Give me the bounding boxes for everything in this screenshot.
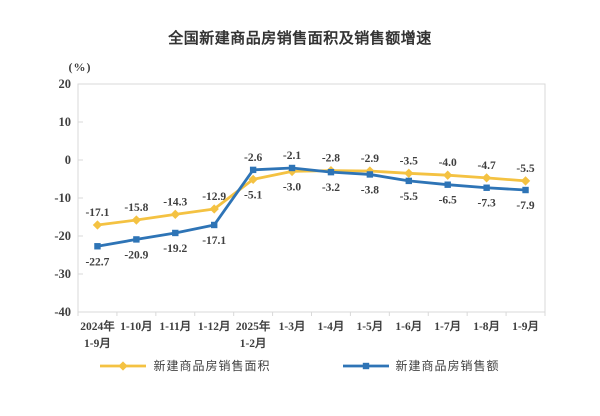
data-point-label: -5.1 <box>244 189 262 201</box>
sales-amount-line-icon <box>342 362 389 369</box>
legend-item-sales-area: 新建商品房销售面积 <box>100 357 270 374</box>
x-tick-label: 1-11月 <box>159 320 191 333</box>
series-line-sales-amount <box>97 166 526 248</box>
data-point-label: -6.5 <box>439 195 457 207</box>
legend-label-sales-area: 新建商品房销售面积 <box>153 359 271 373</box>
data-point-marker <box>211 221 218 229</box>
data-point-marker <box>92 220 103 230</box>
data-point-label: -4.0 <box>439 157 457 169</box>
y-tick-label: -10 <box>54 191 71 205</box>
x-tick-label: 1-9月 <box>512 320 539 333</box>
data-point-label: -3.0 <box>283 181 301 193</box>
data-point-marker <box>483 184 490 191</box>
data-point-marker <box>443 170 453 180</box>
plot-area: (%) 20 10 0 -10 -20 -30 -40 2024年 1-9月 1-10月 1-11月 1… <box>54 60 546 350</box>
x-tick-label: 1-8月 <box>473 320 500 333</box>
data-point-marker <box>209 204 219 214</box>
data-point-label: -17.1 <box>202 235 226 247</box>
chart-title: 全国新建商品房销售面积及销售额增速 <box>168 30 432 47</box>
data-point-label: -7.3 <box>478 198 496 210</box>
data-point-marker <box>366 171 374 178</box>
x-tick-label: 1-12月 <box>198 320 231 333</box>
data-point-label: -22.7 <box>85 256 109 268</box>
x-tick-label: 1-4月 <box>318 320 345 333</box>
data-point-label: -17.1 <box>85 207 109 219</box>
data-point-marker <box>288 164 296 172</box>
data-point-marker <box>405 177 412 185</box>
data-point-label: -12.9 <box>202 191 226 203</box>
data-point-marker <box>522 186 529 194</box>
x-tick-label: 1-2月 <box>240 337 267 350</box>
data-point-marker <box>248 174 258 185</box>
x-tick-label: 1-5月 <box>356 320 383 333</box>
y-tick-label: -40 <box>54 305 71 319</box>
legend-item-sales-amount: 新建商品房销售额 <box>342 357 500 374</box>
data-point-label: -7.9 <box>516 200 534 212</box>
data-point-label: -2.9 <box>361 153 379 165</box>
x-tick-label: 1-3月 <box>279 320 306 333</box>
x-tick-label: 2025年 <box>236 319 271 333</box>
y-tick-label: -20 <box>54 229 71 243</box>
data-point-marker <box>133 236 140 243</box>
data-point-marker <box>170 209 180 220</box>
data-point-label: -15.8 <box>124 202 148 214</box>
data-point-marker <box>94 243 101 250</box>
data-point-label: -4.7 <box>478 160 496 172</box>
data-point-label: -2.1 <box>283 150 301 162</box>
y-tick-label: 10 <box>59 115 72 129</box>
data-point-marker <box>249 166 257 174</box>
data-point-label: -19.2 <box>163 243 187 255</box>
data-point-label: -3.2 <box>322 182 340 194</box>
unit-label: (%) <box>69 60 92 74</box>
x-tick-label: 2024年 <box>80 319 115 333</box>
data-point-marker <box>520 176 531 186</box>
data-point-marker <box>404 168 414 178</box>
y-tick-label: 20 <box>59 77 72 91</box>
data-point-label: -5.5 <box>516 163 534 175</box>
data-point-label: -3.8 <box>361 184 379 196</box>
data-point-marker <box>327 168 335 176</box>
x-tick-label: 1-7月 <box>434 320 461 333</box>
data-point-label: -2.8 <box>322 153 340 165</box>
series-line-sales-area <box>97 169 526 227</box>
legend-label-sales-amount: 新建商品房销售额 <box>395 359 500 373</box>
chart-legend: 新建商品房销售面积 新建商品房销售额 <box>0 357 600 374</box>
data-point-label: -20.9 <box>124 249 148 261</box>
y-tick-label: 0 <box>65 153 71 167</box>
x-tick-label: 1-9月 <box>84 337 111 350</box>
y-tick-label: -30 <box>54 267 71 281</box>
x-tick-label: 1-6月 <box>395 320 422 333</box>
data-point-marker <box>444 181 451 188</box>
data-point-marker <box>481 173 492 183</box>
sales-area-line-icon <box>100 360 147 371</box>
data-point-marker <box>172 229 179 237</box>
data-point-label: -14.3 <box>163 196 187 208</box>
data-point-label: -3.5 <box>400 155 418 167</box>
data-point-marker <box>131 215 142 225</box>
plot-border <box>77 83 546 313</box>
x-tick-label: 1-10月 <box>120 320 153 333</box>
data-point-label: -5.5 <box>400 191 418 203</box>
data-point-label: -2.6 <box>244 152 262 164</box>
